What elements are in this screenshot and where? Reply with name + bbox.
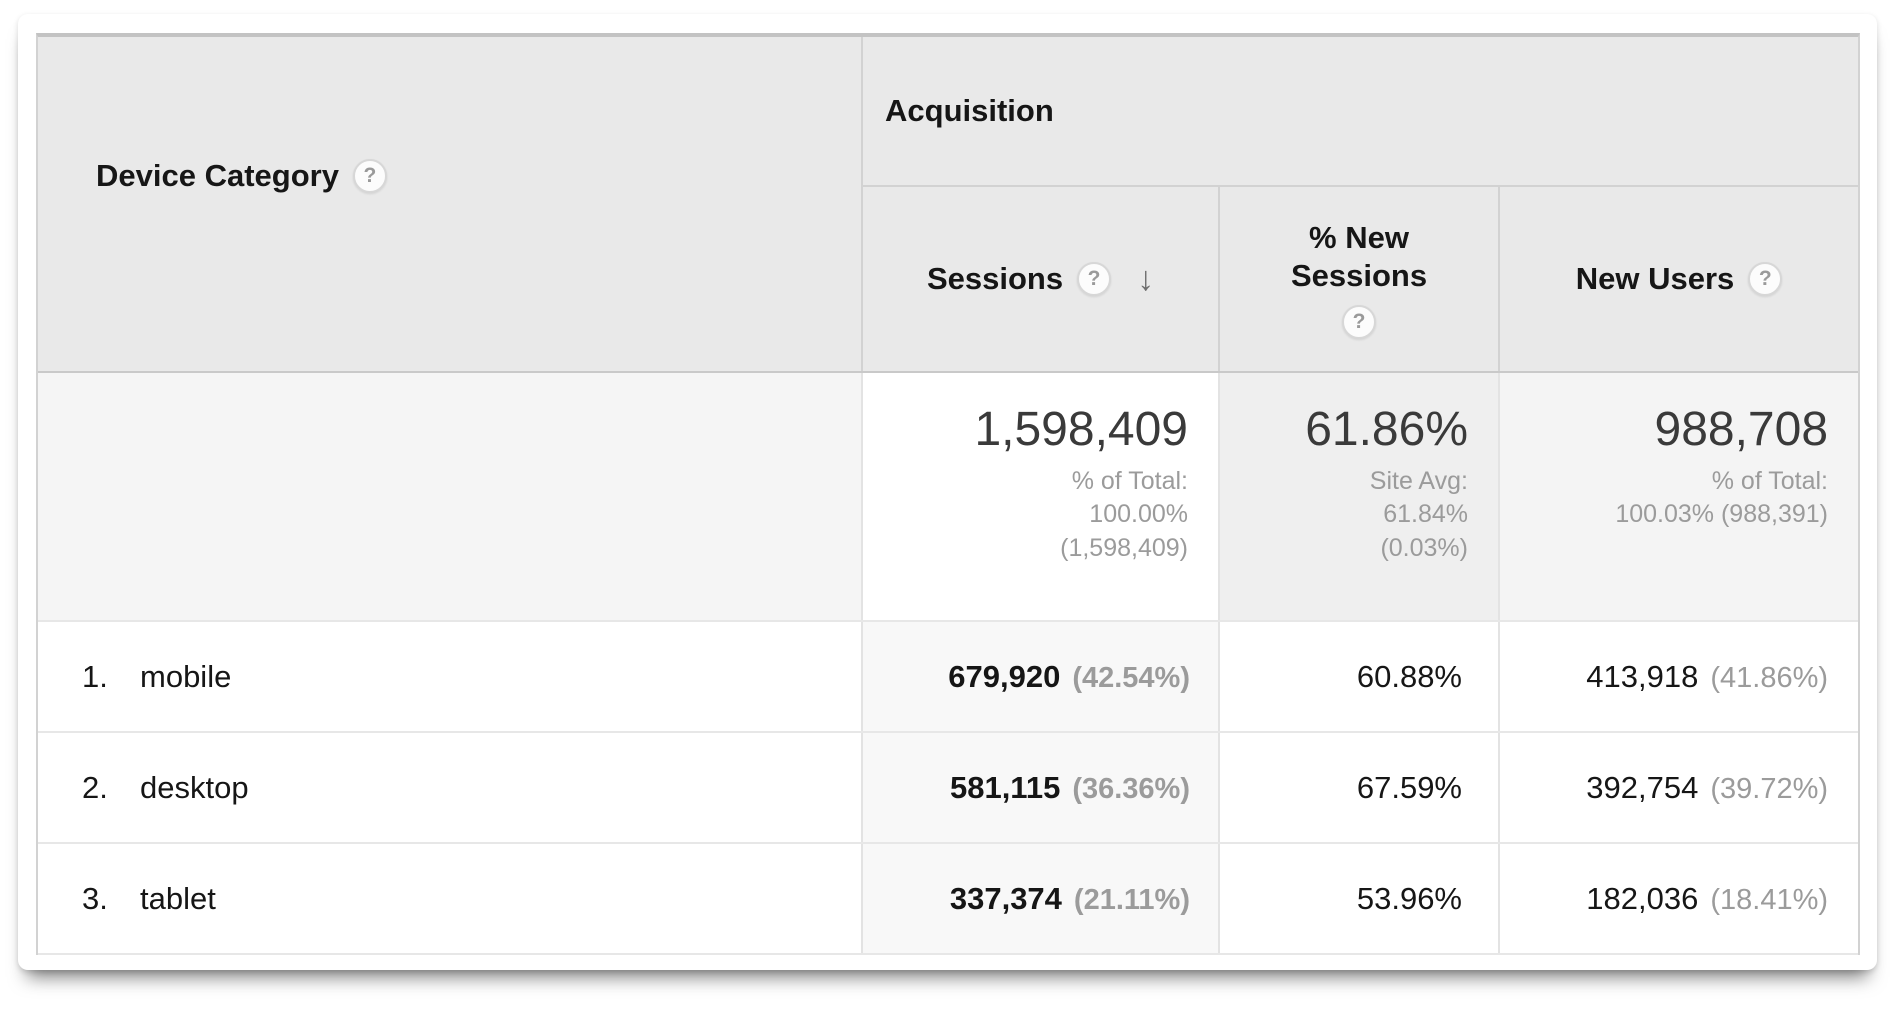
table-row-desktop: 2. desktop 581,115 (36.36%) 67.59% 392,754… <box>38 732 1859 844</box>
sessions-total-note: (1,598,409) <box>1060 533 1188 562</box>
sessions-value: 337,374 <box>949 880 1062 916</box>
sessions-cell: 337,374 (21.11%) <box>861 843 1219 955</box>
percent-new-sessions-cell: 53.96% <box>1218 843 1499 955</box>
new-users-label: New Users <box>1575 261 1735 296</box>
percent-new-sessions-total-note: Site Avg: <box>1369 466 1468 495</box>
percent-new-sessions-cell: 60.88% <box>1218 621 1499 733</box>
new-users-value: 182,036 <box>1586 880 1699 916</box>
device-name: mobile <box>140 658 232 694</box>
new-users-cell: 182,036 (18.41%) <box>1497 843 1859 955</box>
percent-new-sessions-label: % New Sessions <box>1290 220 1428 293</box>
device-category-label: Device Category <box>96 158 339 193</box>
new-users-cell: 392,754 (39.72%) <box>1497 732 1859 844</box>
sessions-share: (36.36%) <box>1072 772 1190 805</box>
totals-new-users-cell: 988,708 % of Total: 100.03% (988,391) <box>1497 372 1859 622</box>
device-cell: 1. mobile <box>38 621 862 733</box>
device-cell: 3. tablet <box>38 843 862 955</box>
sessions-total-note: % of Total: <box>1071 466 1188 495</box>
sessions-cell: 581,115 (36.36%) <box>861 732 1219 844</box>
sessions-value: 581,115 <box>949 769 1061 805</box>
sessions-total-value: 1,598,409 <box>974 403 1188 456</box>
new-users-share: (39.72%) <box>1710 772 1829 805</box>
percent-new-sessions-cell: 67.59% <box>1218 732 1499 844</box>
sessions-share: (21.11%) <box>1073 883 1190 916</box>
help-icon[interactable]: ? <box>1342 305 1376 339</box>
percent-new-sessions-total-note: 61.84% <box>1383 500 1468 529</box>
column-header-device-category[interactable]: Device Category ? <box>38 37 862 373</box>
totals-row: 1,598,409 % of Total: 100.00% (1,598,409… <box>38 372 1859 622</box>
device-name: tablet <box>140 880 216 916</box>
group-header-acquisition: Acquisition <box>860 37 1859 187</box>
column-header-new-users[interactable]: New Users ? <box>1497 186 1859 373</box>
percent-new-sessions-total-value: 61.86% <box>1305 403 1468 456</box>
new-users-share: (18.41%) <box>1710 883 1829 916</box>
sessions-value: 679,920 <box>948 658 1061 694</box>
new-users-value: 392,754 <box>1586 769 1699 805</box>
device-category-table: Device Category ? Acquisition Sessions <box>38 37 1859 955</box>
new-users-total-note: % of Total: <box>1711 466 1829 495</box>
percent-new-sessions-total-note: (0.03%) <box>1380 533 1468 562</box>
percent-new-sessions-value: 67.59% <box>1356 769 1462 805</box>
table-row-tablet: 3. tablet 337,374 (21.11%) 53.96% 182,036 (… <box>38 843 1859 955</box>
new-users-total-note: 100.03% (988,391) <box>1615 500 1829 529</box>
new-users-value: 413,918 <box>1586 658 1699 694</box>
new-users-share: (41.86%) <box>1710 661 1829 694</box>
help-icon[interactable]: ? <box>352 159 387 193</box>
analytics-table-card: Device Category ? Acquisition Sessions <box>18 14 1877 970</box>
table-frame: Device Category ? Acquisition Sessions <box>36 33 1861 955</box>
acquisition-label: Acquisition <box>885 93 1054 128</box>
sessions-total-note: 100.00% <box>1089 500 1188 529</box>
row-rank: 3. <box>82 880 108 916</box>
sort-descending-icon: ↓ <box>1137 259 1155 298</box>
column-header-percent-new-sessions[interactable]: % New Sessions ? <box>1218 186 1499 373</box>
totals-dimension-cell <box>38 372 862 622</box>
percent-new-sessions-value: 60.88% <box>1356 658 1462 694</box>
totals-percent-new-sessions-cell: 61.86% Site Avg: 61.84% (0.03%) <box>1218 372 1499 622</box>
row-rank: 2. <box>82 769 108 805</box>
sessions-cell: 679,920 (42.54%) <box>861 621 1219 733</box>
device-name: desktop <box>140 769 249 805</box>
sessions-share: (42.54%) <box>1072 661 1190 694</box>
device-cell: 2. desktop <box>38 732 862 844</box>
table-row-mobile: 1. mobile 679,920 (42.54%) 60.88% 413,918 (… <box>38 621 1859 733</box>
help-icon[interactable]: ? <box>1748 262 1783 296</box>
column-header-sessions[interactable]: Sessions ? ↓ <box>861 186 1219 373</box>
percent-new-sessions-value: 53.96% <box>1356 880 1462 916</box>
new-users-total-value: 988,708 <box>1654 403 1829 456</box>
totals-sessions-cell: 1,598,409 % of Total: 100.00% (1,598,409… <box>861 372 1219 622</box>
sessions-label: Sessions <box>926 261 1064 296</box>
new-users-cell: 413,918 (41.86%) <box>1497 621 1859 733</box>
row-rank: 1. <box>82 658 108 694</box>
help-icon[interactable]: ? <box>1077 262 1112 296</box>
